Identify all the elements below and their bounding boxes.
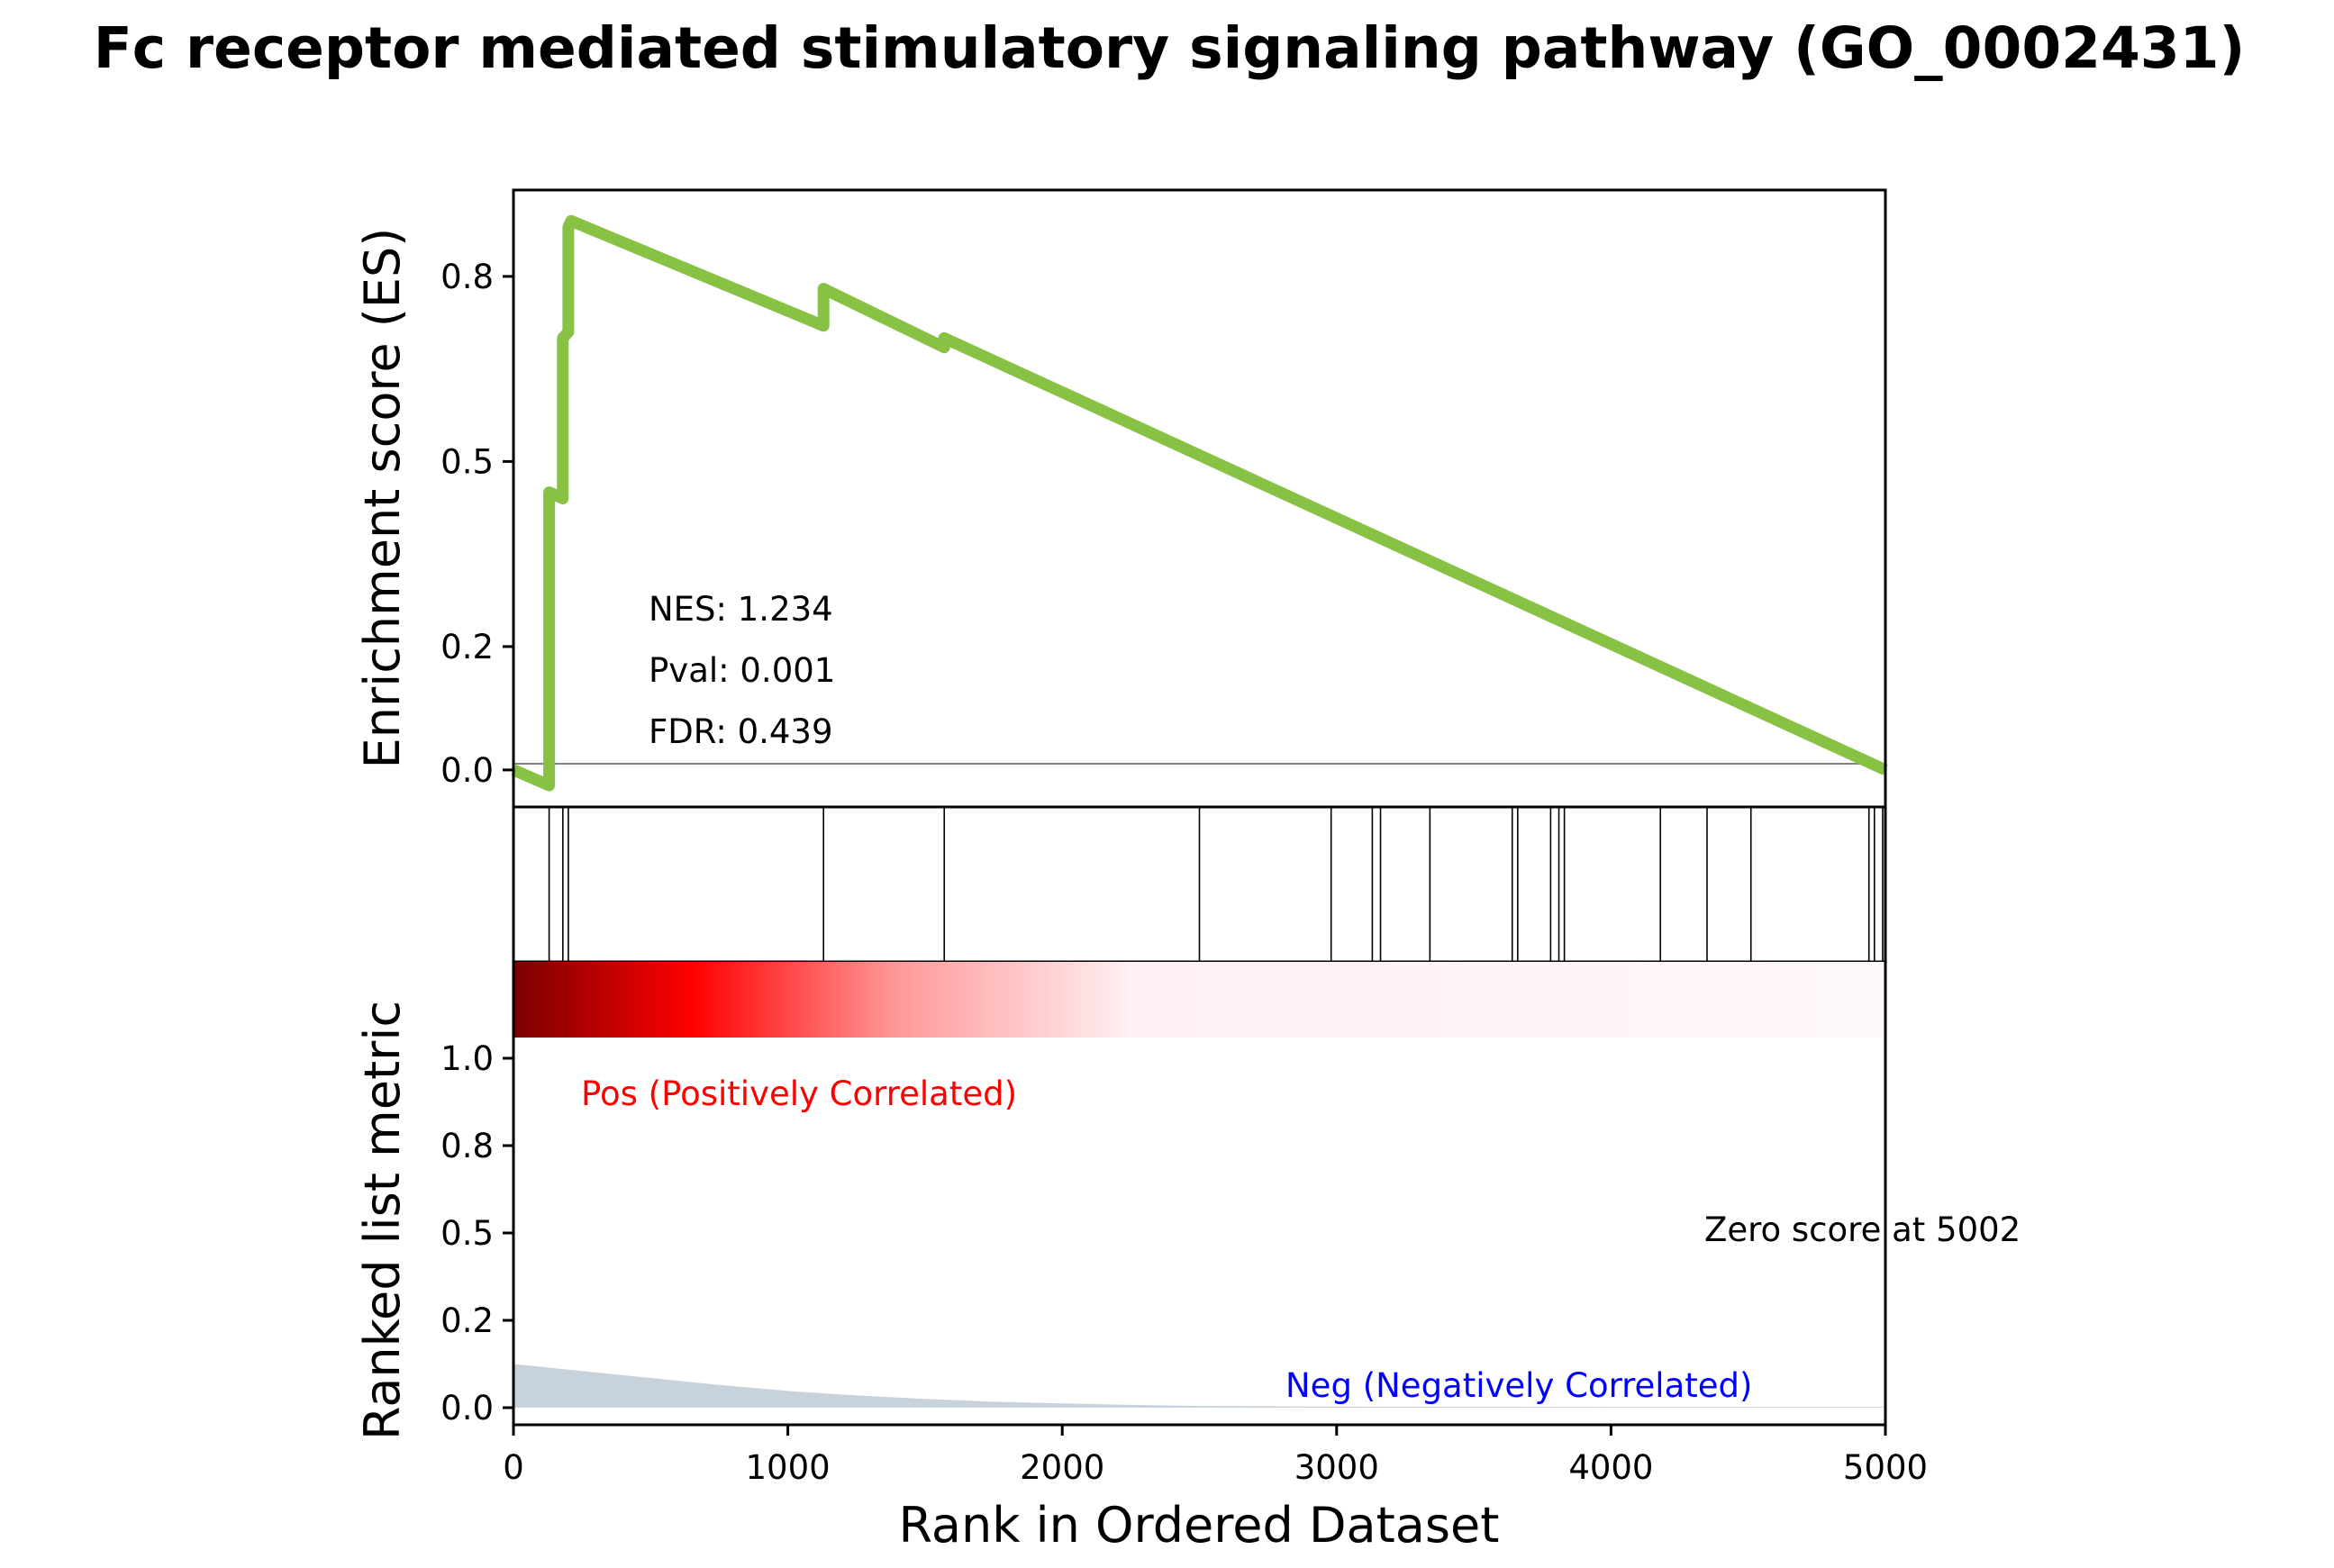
chart-title: Fc receptor mediated stimulatory signali… [94,15,2246,81]
rank-y-axis-label: Ranked list metric [354,1001,411,1440]
fdr-annotation: FDR: 0.439 [649,712,833,751]
x-tick-label: 5000 [1843,1448,1928,1487]
correlation-heatmap-band [513,962,1885,1038]
es-y-tick-label: 0.8 [440,258,494,296]
rank-y-tick-label: 0.8 [440,1127,494,1165]
pos-correlated-label: Pos (Positively Correlated) [581,1074,1017,1113]
x-tick-label: 4000 [1568,1448,1653,1487]
x-tick-label: 1000 [746,1448,831,1487]
nes-annotation: NES: 1.234 [649,590,833,629]
pval-annotation: Pval: 0.001 [649,651,835,690]
es-y-axis-label: Enrichment score (ES) [354,228,411,769]
x-axis-label: Rank in Ordered Dataset [899,1497,1500,1554]
es-panel: 0.0 0.2 0.5 0.8 Enrichment score (ES) NES: … [354,188,1888,809]
es-y-tick-label: 0.5 [440,442,494,481]
rank-panel: 0.0 0.2 0.5 0.8 1.0 0 1000 2000 3000 4000 5000 Ra… [354,962,2021,1487]
zero-score-label: Zero score at 5002 [1704,1210,2021,1249]
x-tick-label: 2000 [1020,1448,1104,1487]
ranked-metric-area [513,1364,1885,1408]
es-y-tick-label: 0.2 [440,628,494,666]
neg-correlated-label: Neg (Negatively Correlated) [1285,1366,1752,1405]
hits-panel [512,805,1887,964]
rank-y-tick-label: 0.0 [440,1389,494,1428]
x-tick-label: 3000 [1294,1448,1379,1487]
rank-y-ticks: 0.0 0.2 0.5 0.8 1.0 [440,1039,513,1428]
es-curve [511,214,1888,792]
hit-lines [548,807,1884,962]
rank-y-tick-label: 0.5 [440,1214,494,1253]
rank-y-tick-label: 0.2 [440,1301,494,1340]
x-tick-label: 0 [503,1448,524,1487]
rank-y-tick-label: 1.0 [440,1039,494,1078]
es-y-ticks: 0.0 0.2 0.5 0.8 [440,258,513,790]
x-ticks: 0 1000 2000 3000 4000 5000 [503,1425,1928,1487]
es-y-tick-label: 0.0 [440,751,494,790]
